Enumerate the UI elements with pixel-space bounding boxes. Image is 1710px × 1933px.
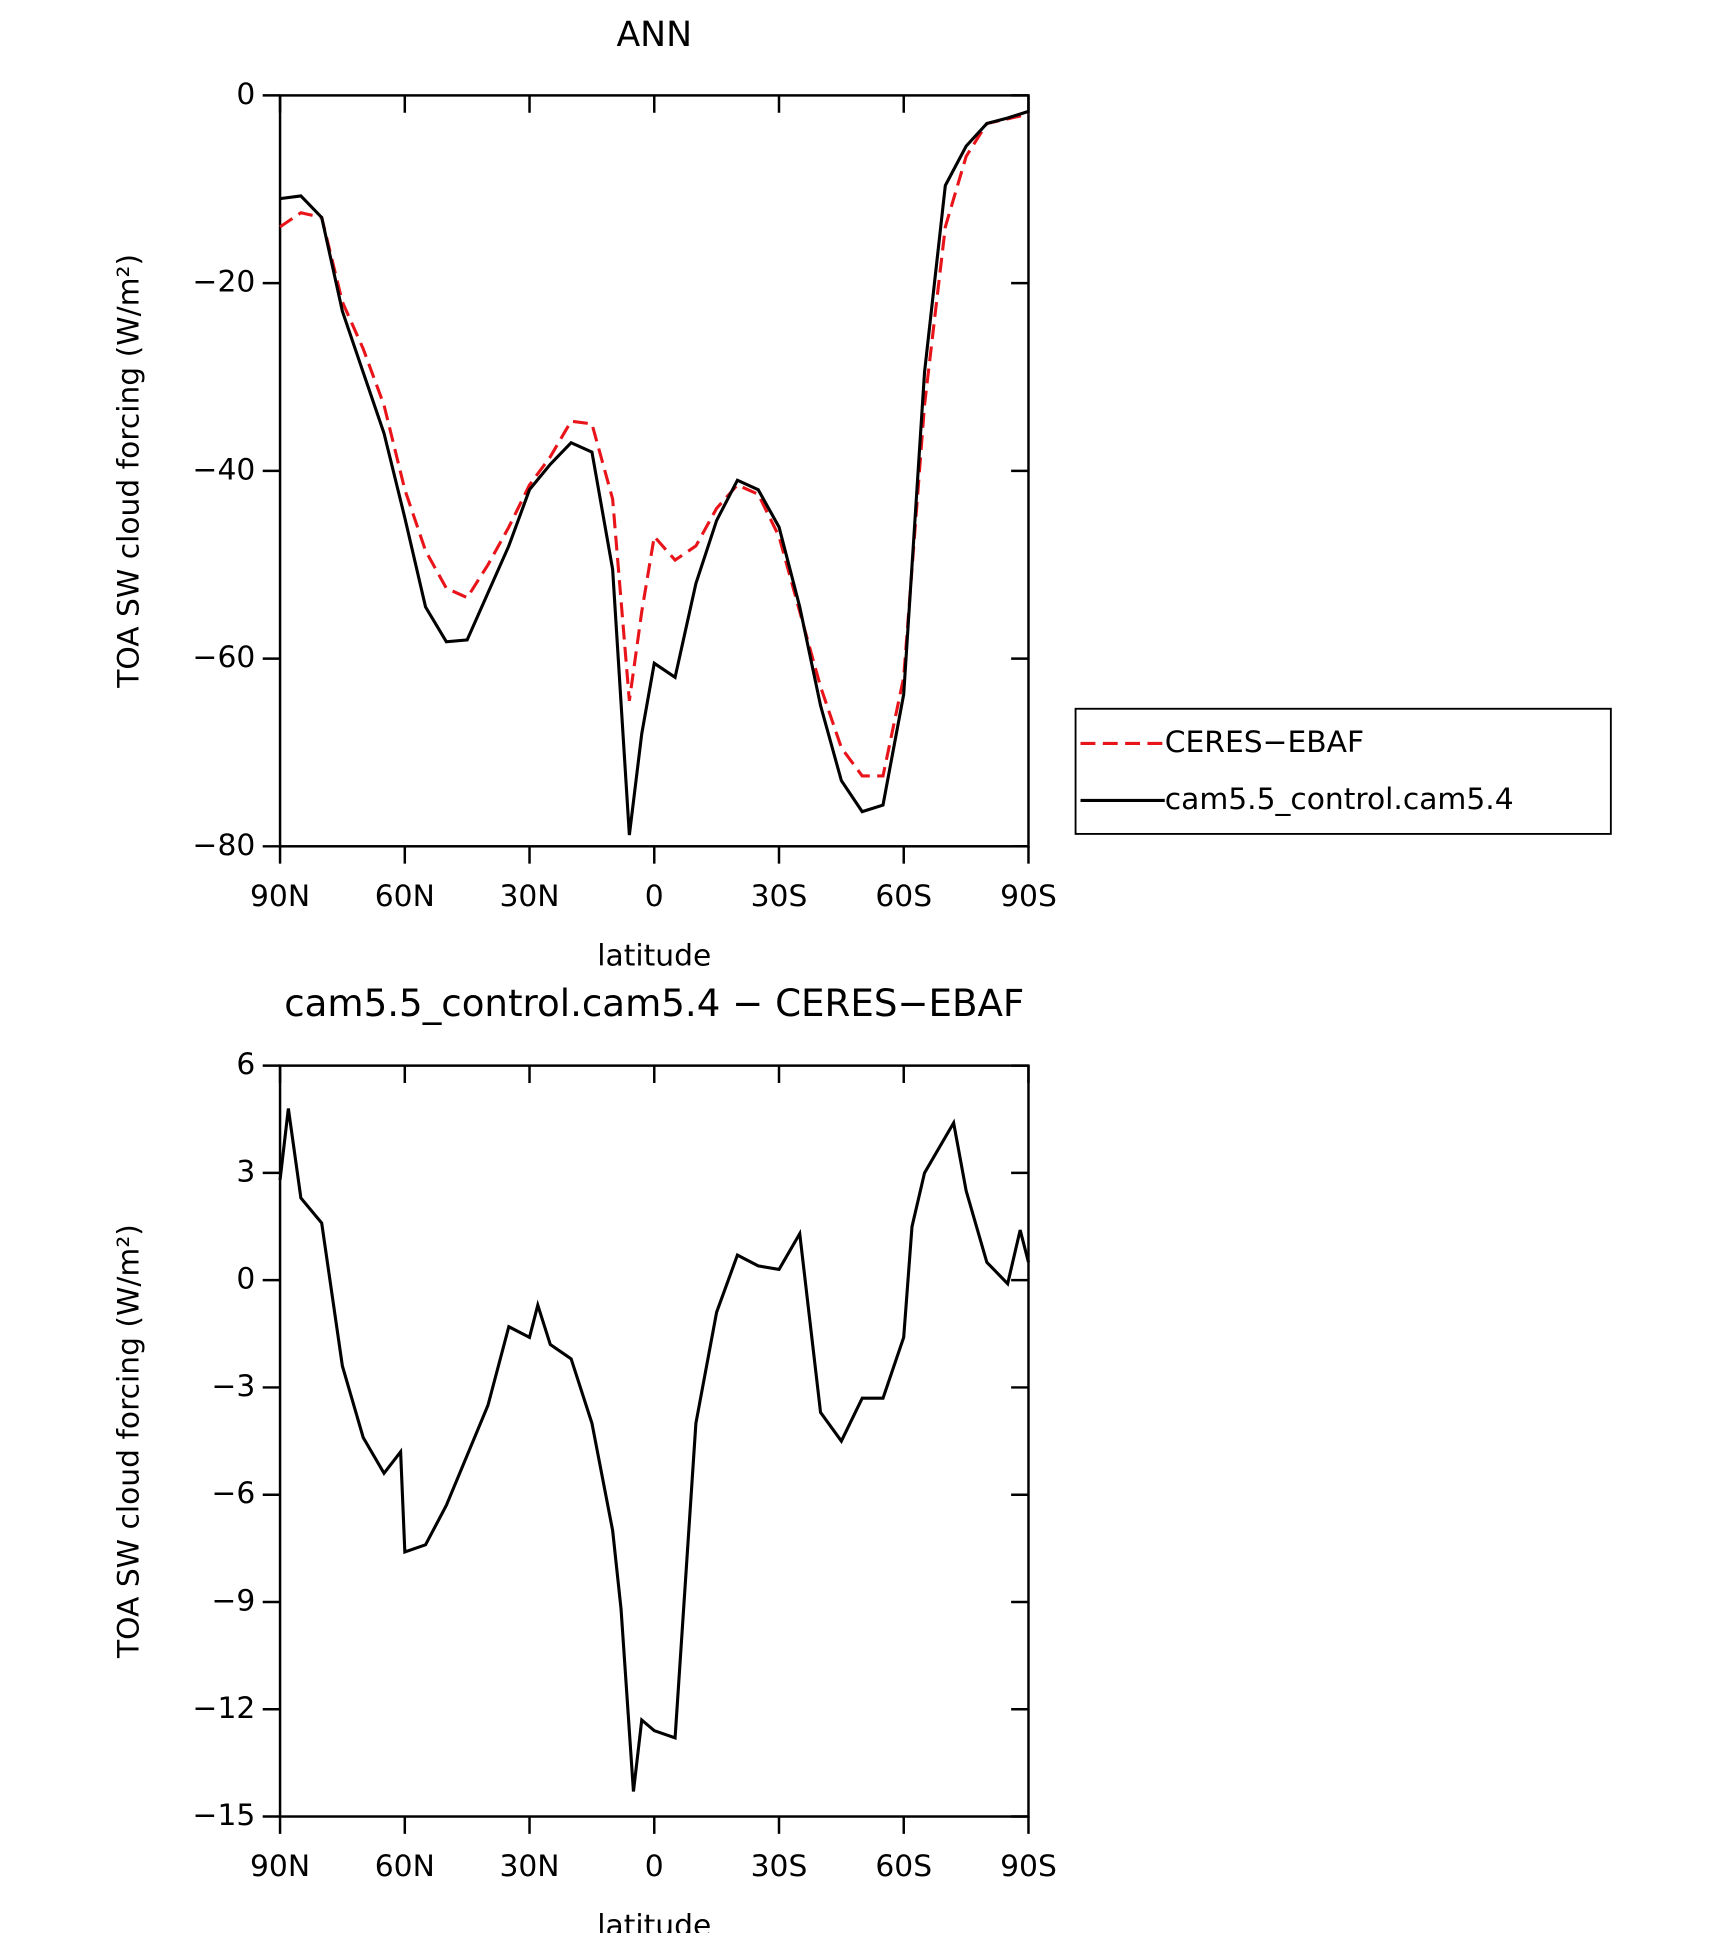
- x-tick-label: 90N: [250, 879, 310, 914]
- x-tick-label: 30N: [499, 1849, 559, 1884]
- x-tick-label: 30N: [499, 879, 559, 914]
- x-tick-label: 90N: [250, 1849, 310, 1884]
- x-tick-label: 30S: [751, 879, 808, 914]
- y-tick-label: −80: [193, 828, 256, 863]
- y-tick-label: 0: [236, 1262, 255, 1297]
- x-tick-label: 60S: [875, 879, 932, 914]
- legend-label: CERES−EBAF: [1165, 725, 1364, 760]
- series-line: [278, 1108, 1030, 1792]
- x-tick-label: 90S: [1000, 879, 1057, 914]
- series-line: [279, 109, 1029, 836]
- y-tick-label: −15: [193, 1798, 256, 1833]
- x-tick-label: 60N: [375, 1849, 435, 1884]
- y-tick-label: −60: [193, 640, 256, 675]
- x-tick-label: 60N: [375, 879, 435, 914]
- chart-title: cam5.5_control.cam5.4 − CERES−EBAF: [284, 981, 1024, 1025]
- series-line: [279, 112, 1029, 778]
- y-tick-label: −20: [193, 265, 256, 300]
- x-tick-label: 0: [645, 1849, 664, 1884]
- x-tick-label: 30S: [751, 1849, 808, 1884]
- x-tick-label: 60S: [875, 1849, 932, 1884]
- chart-title: ANN: [616, 15, 692, 55]
- y-tick-label: 6: [236, 1047, 255, 1082]
- x-axis-label: latitude: [597, 938, 711, 973]
- x-tick-label: 0: [645, 879, 664, 914]
- plot-frame: [278, 1064, 1030, 1818]
- y-tick-label: −12: [193, 1691, 256, 1726]
- y-axis-label: TOA SW cloud forcing (W/m²): [112, 1224, 147, 1659]
- plot-frame: [278, 94, 1030, 848]
- y-axis-label: TOA SW cloud forcing (W/m²): [112, 254, 147, 689]
- y-tick-label: 3: [236, 1154, 255, 1189]
- y-tick-label: −3: [211, 1369, 255, 1404]
- legend-label: cam5.5_control.cam5.4: [1165, 782, 1514, 817]
- y-tick-label: −40: [193, 452, 256, 487]
- x-axis-label: latitude: [597, 1908, 711, 1933]
- y-tick-label: −6: [211, 1476, 255, 1511]
- y-tick-label: −9: [211, 1583, 255, 1618]
- x-tick-label: 90S: [1000, 1849, 1057, 1884]
- legend-box: [1074, 707, 1612, 835]
- y-tick-label: 0: [236, 77, 255, 112]
